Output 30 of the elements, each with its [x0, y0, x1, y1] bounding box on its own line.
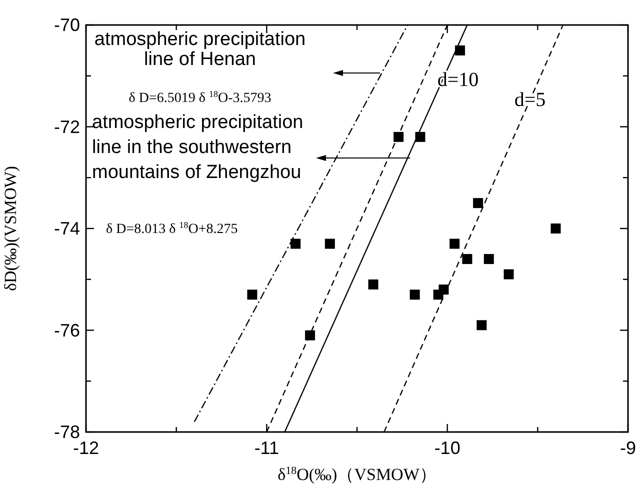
x-tick-label: -11: [254, 438, 280, 458]
point: [290, 238, 301, 249]
y-tick-label: -76: [54, 320, 80, 340]
y-tick-label: -74: [54, 218, 80, 238]
point: [550, 224, 561, 234]
point: [324, 238, 335, 249]
point: [394, 132, 404, 142]
annotation: atmospheric precipitation line of Henan: [94, 29, 306, 70]
point: [410, 290, 420, 300]
point: [484, 254, 494, 264]
point: [473, 198, 484, 208]
point: [450, 238, 460, 249]
annotation: δ D=8.013 δ $^{18}$O+8.275: [106, 220, 238, 237]
point: [247, 290, 258, 300]
x-tick-label: -9: [620, 438, 636, 458]
point: [454, 45, 465, 56]
x-axis-title: δ$^{18}$O(‰)（VSMOW）: [278, 465, 436, 484]
x-tick-label: -10: [434, 438, 460, 458]
point: [504, 269, 514, 280]
y-axis-title: δD(‰)(VSMOW): [1, 166, 20, 292]
point: [462, 254, 472, 264]
point: [476, 320, 487, 330]
point: [368, 279, 378, 290]
point: [305, 330, 316, 340]
point: [438, 284, 449, 295]
annotation: atmospheric precipitation line in the southwestern mountains of Zhengzhou: [92, 112, 304, 183]
annotation: δ D=6.5019 δ $^{18}$O-3.5793: [128, 89, 272, 106]
annotation: d=5: [514, 89, 546, 111]
y-tick-label: -72: [54, 116, 80, 137]
y-tick-label: -70: [54, 15, 80, 35]
